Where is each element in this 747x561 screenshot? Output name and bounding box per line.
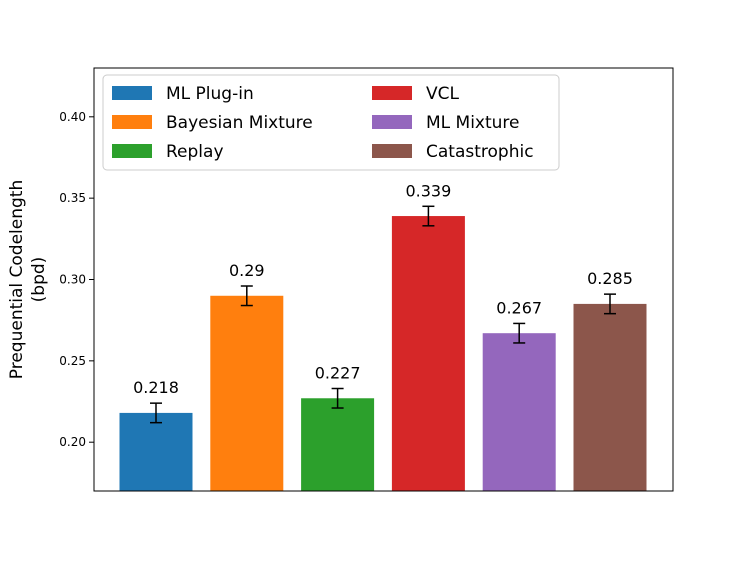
bar-bayesian-mixture [210, 295, 284, 491]
y-axis: 0.20 0.25 0.30 0.35 0.40 [59, 110, 94, 449]
bar-catastrophic [573, 303, 647, 491]
legend-label: Catastrophic [426, 142, 534, 162]
bar-replay [301, 398, 375, 491]
y-axis-label-line: Prequential Codelength [7, 180, 27, 379]
error-bar-catastrophic [604, 293, 616, 315]
value-label: 0.285 [587, 269, 633, 288]
y-tick-label: 0.35 [59, 191, 86, 205]
legend-item-ml-plug-in: ML Plug-in [112, 84, 254, 104]
legend: ML Plug-in Bayesian Mixture Replay VCL ML Mi… [102, 74, 560, 171]
error-bar-bayesian-mixture [240, 285, 253, 307]
legend-label: VCL [426, 84, 459, 104]
legend-item-bayesian-mixture: Bayesian Mixture [112, 113, 313, 133]
legend-label: ML Plug-in [166, 84, 254, 104]
legend-swatch [372, 86, 412, 100]
error-bar-ml-plug-in [150, 402, 162, 424]
value-label: 0.29 [229, 261, 265, 280]
legend-swatch [112, 86, 152, 100]
y-tick-label: 0.20 [59, 435, 86, 449]
bars-layer [119, 216, 647, 492]
legend-item-ml-mixture: ML Mixture [372, 113, 520, 133]
value-labels-layer: 0.218 0.29 0.227 0.339 0.267 0.285 [133, 181, 633, 397]
y-tick-label: 0.30 [59, 273, 86, 287]
y-axis-label: Prequential Codelength (bpd) [7, 180, 49, 379]
legend-item-vcl: VCL [372, 84, 459, 104]
error-bar-ml-mixture [513, 322, 526, 344]
value-label: 0.339 [405, 181, 451, 200]
legend-item-catastrophic: Catastrophic [372, 142, 534, 162]
legend-item-replay: Replay [112, 142, 224, 162]
legend-box [102, 74, 560, 171]
legend-label: ML Mixture [426, 113, 520, 133]
legend-swatch [372, 115, 412, 129]
bar-ml-mixture [482, 333, 556, 491]
legend-label: Replay [166, 142, 224, 162]
y-tick-label: 0.25 [59, 354, 86, 368]
bar-vcl [391, 216, 465, 492]
error-bar-vcl [422, 205, 435, 227]
legend-swatch [112, 144, 152, 158]
error-bar-replay [331, 387, 344, 409]
legend-swatch [112, 115, 152, 129]
error-bars-layer [150, 205, 616, 424]
y-axis-label-line: (bpd) [29, 257, 49, 303]
legend-label: Bayesian Mixture [166, 113, 313, 133]
value-label: 0.227 [315, 364, 361, 383]
value-label: 0.218 [133, 378, 179, 397]
value-label: 0.267 [496, 298, 542, 317]
y-tick-label: 0.40 [59, 110, 86, 124]
legend-swatch [372, 144, 412, 158]
bar-ml-plug-in [119, 412, 193, 491]
